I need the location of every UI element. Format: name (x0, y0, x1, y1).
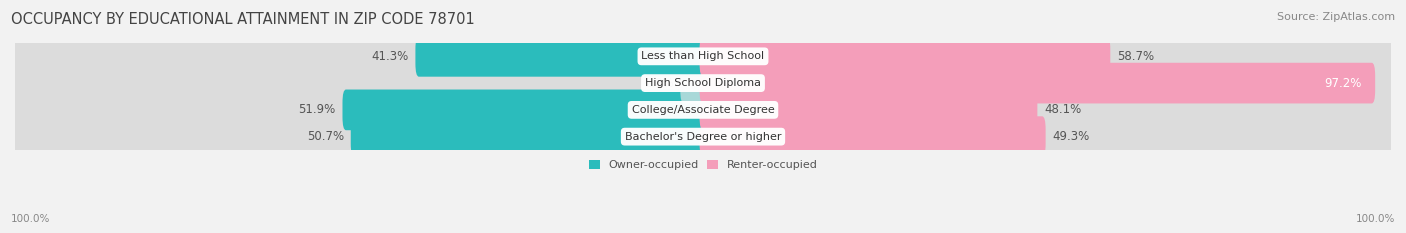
Text: 48.1%: 48.1% (1045, 103, 1081, 116)
FancyBboxPatch shape (700, 116, 1046, 157)
FancyBboxPatch shape (700, 36, 1395, 77)
Text: 97.2%: 97.2% (1324, 77, 1361, 90)
FancyBboxPatch shape (350, 116, 706, 157)
Text: Source: ZipAtlas.com: Source: ZipAtlas.com (1277, 12, 1395, 22)
Legend: Owner-occupied, Renter-occupied: Owner-occupied, Renter-occupied (583, 155, 823, 175)
FancyBboxPatch shape (11, 36, 706, 77)
FancyBboxPatch shape (700, 63, 1375, 103)
Text: 50.7%: 50.7% (307, 130, 344, 143)
Text: 100.0%: 100.0% (11, 214, 51, 224)
FancyBboxPatch shape (11, 116, 706, 157)
FancyBboxPatch shape (681, 63, 706, 103)
FancyBboxPatch shape (700, 89, 1038, 130)
FancyBboxPatch shape (700, 116, 1395, 157)
Text: 49.3%: 49.3% (1053, 130, 1090, 143)
Text: High School Diploma: High School Diploma (645, 78, 761, 88)
Text: Bachelor's Degree or higher: Bachelor's Degree or higher (624, 132, 782, 142)
Text: 2.8%: 2.8% (644, 77, 673, 90)
FancyBboxPatch shape (415, 36, 706, 77)
FancyBboxPatch shape (343, 89, 706, 130)
FancyBboxPatch shape (11, 89, 706, 130)
Text: 41.3%: 41.3% (371, 50, 409, 63)
Text: College/Associate Degree: College/Associate Degree (631, 105, 775, 115)
FancyBboxPatch shape (700, 89, 1395, 130)
Text: Less than High School: Less than High School (641, 51, 765, 61)
FancyBboxPatch shape (11, 63, 706, 103)
FancyBboxPatch shape (700, 63, 1395, 103)
Text: 100.0%: 100.0% (1355, 214, 1395, 224)
Text: OCCUPANCY BY EDUCATIONAL ATTAINMENT IN ZIP CODE 78701: OCCUPANCY BY EDUCATIONAL ATTAINMENT IN Z… (11, 12, 475, 27)
FancyBboxPatch shape (700, 36, 1111, 77)
Text: 51.9%: 51.9% (298, 103, 336, 116)
Text: 58.7%: 58.7% (1118, 50, 1154, 63)
